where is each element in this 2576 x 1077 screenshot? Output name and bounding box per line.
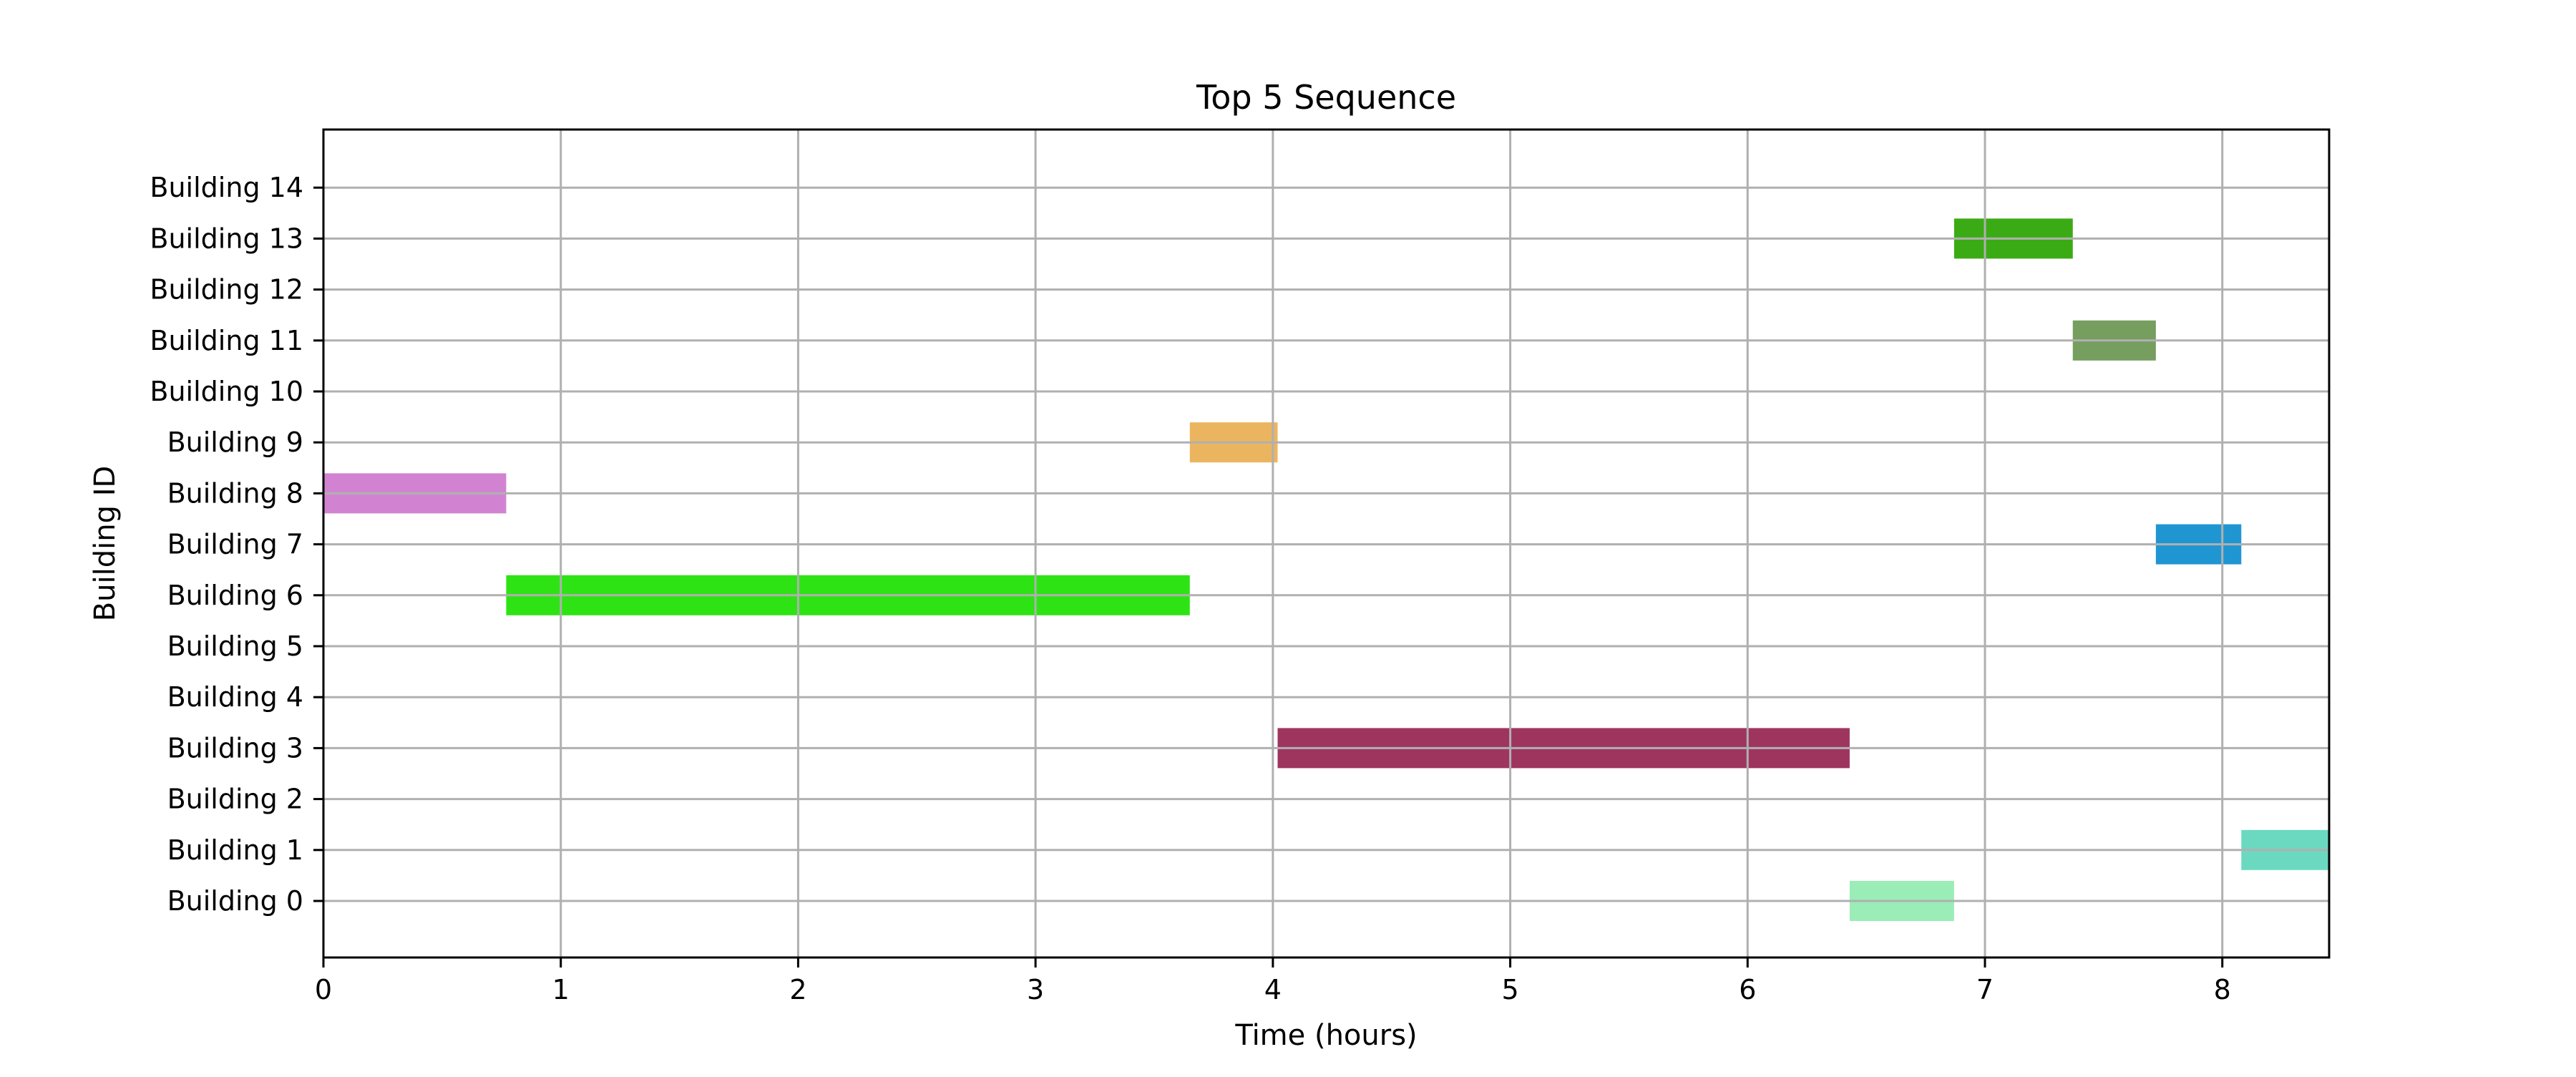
chart-title: Top 5 Sequence (1196, 78, 1456, 117)
grid-layer (323, 130, 2329, 957)
y-tick-label: Building 4 (167, 681, 303, 713)
y-tick-label: Building 11 (150, 325, 303, 356)
x-tick-label: 7 (1976, 974, 1994, 1005)
y-tick-label: Building 9 (167, 427, 303, 458)
y-tick-label: Building 5 (167, 630, 303, 662)
x-tick-label: 8 (2214, 974, 2231, 1005)
y-tick-label: Building 8 (167, 477, 303, 509)
x-tick-label: 4 (1264, 974, 1282, 1005)
y-tick-label: Building 3 (167, 732, 303, 764)
y-tick-label: Building 7 (167, 529, 303, 560)
x-tick-label: 3 (1027, 974, 1044, 1005)
y-tick-label: Building 1 (167, 834, 303, 866)
ticks-layer: 0 1 2 3 4 5 6 7 8 Building 0 Building 1 Building 2 B… (150, 172, 2230, 1005)
y-tick-label: Building 0 (167, 885, 303, 917)
x-tick-label: 1 (552, 974, 570, 1005)
y-tick-label: Building 14 (150, 172, 303, 203)
y-tick-label: Building 6 (167, 580, 303, 611)
y-tick-label: Building 13 (150, 223, 303, 254)
x-axis-label: Time (hours) (1234, 1019, 1417, 1052)
x-tick-label: 6 (1739, 974, 1756, 1005)
x-tick-label: 0 (315, 974, 332, 1005)
y-tick-label: Building 10 (150, 376, 303, 407)
bars-layer (323, 218, 2329, 921)
y-tick-label: Building 12 (150, 274, 303, 306)
y-axis-label: Building ID (89, 466, 122, 622)
y-tick-label: Building 2 (167, 784, 303, 815)
x-tick-label: 5 (1501, 974, 1518, 1005)
x-tick-label: 2 (789, 974, 806, 1005)
